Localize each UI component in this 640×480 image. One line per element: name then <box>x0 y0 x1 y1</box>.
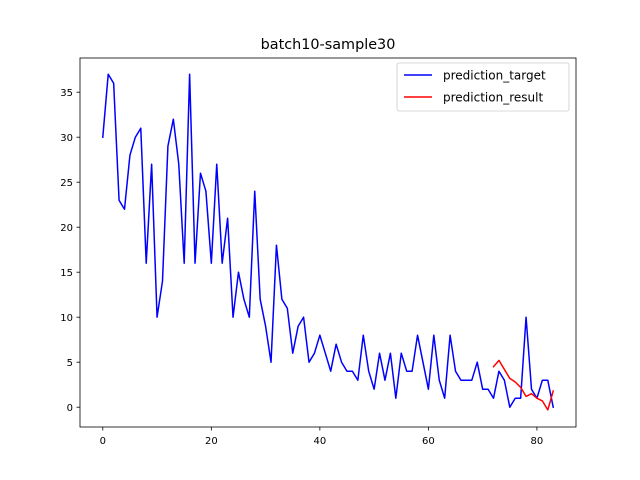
y-tick-label: 15 <box>60 268 73 279</box>
series-layer <box>101 73 555 411</box>
chart-title: batch10-sample30 <box>261 37 396 53</box>
y-tick-label: 10 <box>60 313 73 324</box>
y-tick-label: 25 <box>60 178 73 189</box>
legend: prediction_target prediction_result <box>396 62 570 112</box>
x-tick-label: 60 <box>422 436 435 447</box>
y-tick-label: 20 <box>60 223 73 234</box>
axes-layer: 0 20 40 60 80 0 5 10 15 20 25 30 35 <box>60 57 577 447</box>
x-tick-label: 0 <box>100 436 106 447</box>
series-line-prediction-target <box>101 73 555 409</box>
y-tick-label: 30 <box>60 133 73 144</box>
legend-label-prediction-target: prediction_target <box>443 69 546 83</box>
y-tick-label: 0 <box>67 403 73 414</box>
y-tick-label: 5 <box>67 358 73 369</box>
legend-box <box>396 62 570 112</box>
series-line-prediction-result <box>492 359 555 411</box>
x-tick-label: 80 <box>531 436 544 447</box>
x-tick-label: 40 <box>313 436 326 447</box>
plot-frame <box>79 57 577 428</box>
x-tick-label: 20 <box>205 436 218 447</box>
legend-label-prediction-result: prediction_result <box>443 91 543 105</box>
y-tick-label: 35 <box>60 88 73 99</box>
